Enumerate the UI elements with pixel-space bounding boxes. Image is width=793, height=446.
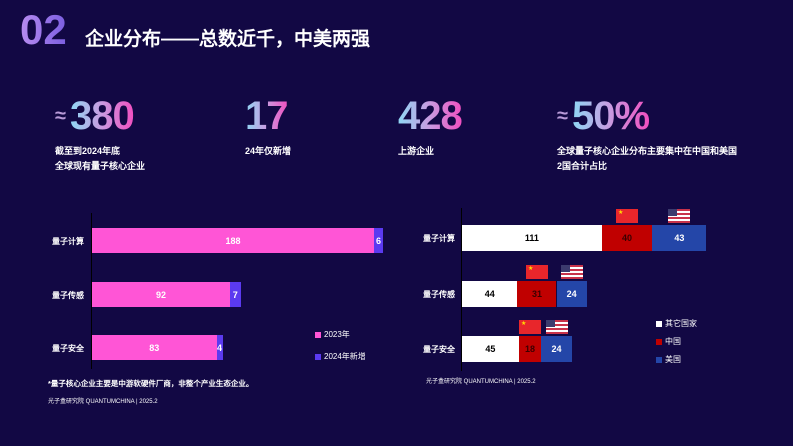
- legend-swatch: [656, 338, 662, 345]
- stat-value: 428: [398, 93, 463, 138]
- bar-segment: 45: [462, 336, 519, 362]
- data-label: 24: [551, 344, 562, 354]
- china-flag-icon: ★: [616, 209, 639, 223]
- category-label: 量子传感: [52, 290, 84, 300]
- legend-item: 其它国家: [656, 318, 697, 329]
- data-label: 44: [484, 289, 495, 299]
- enterprise-growth-chart: 量子计算 188 6 量子传感 92 7 量子安全 83 4 2023年 2024年新增: [52, 213, 383, 369]
- category-label: 量子安全: [423, 345, 455, 354]
- bar-segment: 44: [462, 281, 518, 307]
- legend-item: 美国: [656, 354, 681, 365]
- data-label: 45: [485, 344, 496, 354]
- stat-1: 17 24年仅新增: [245, 92, 291, 159]
- footnote: *量子核心企业主要是中游软硬件厂商，非整个产业生态企业。: [48, 379, 254, 388]
- stat-desc: 24年仅新增: [245, 146, 292, 156]
- stat-desc: 2国合计占比: [557, 161, 608, 171]
- bar-segment: 43: [652, 225, 707, 251]
- legend-label: 美国: [665, 355, 681, 364]
- legend-swatch: [656, 320, 662, 327]
- legend-item: 2023年: [315, 329, 350, 340]
- category-label: 量子传感: [423, 290, 455, 299]
- legend-swatch: [315, 353, 321, 360]
- legend-item: 中国: [656, 336, 681, 347]
- bar-segment: 24: [541, 336, 572, 362]
- legend-label: 中国: [665, 337, 681, 346]
- category-label: 量子计算: [423, 234, 455, 243]
- stat-desc: 上游企业: [398, 146, 435, 156]
- source-right: 光子盒研究院 QUANTUMCHINA | 2025.2: [426, 379, 536, 385]
- bar-segment: 4: [216, 335, 223, 360]
- bar-segment: 188: [92, 228, 374, 253]
- bar-segment: 24: [556, 281, 587, 307]
- usa-flag-icon: [560, 265, 583, 279]
- bar-segment: 92: [92, 282, 230, 307]
- bar-segment: 111: [462, 225, 602, 251]
- legend-label: 2023年: [324, 330, 350, 339]
- bar-segment: 31: [517, 281, 557, 307]
- category-label: 量子计算: [52, 236, 84, 246]
- data-label: 24: [566, 289, 577, 299]
- stat-desc: 全球量子核心企业分布主要集中在中国和美国: [557, 146, 738, 156]
- data-label: 18: [525, 344, 536, 354]
- legend-swatch: [315, 331, 321, 338]
- data-label: 6: [375, 235, 381, 246]
- data-label: 92: [155, 289, 166, 300]
- category-label: 量子安全: [52, 343, 84, 353]
- legend-swatch: [656, 356, 662, 363]
- y-axis: [461, 208, 462, 371]
- china-flag-icon: ★: [519, 320, 542, 334]
- data-label: 188: [225, 235, 241, 246]
- data-label: 4: [216, 342, 222, 353]
- legend-label: 2024年新增: [324, 352, 366, 361]
- stat-2: 428 上游企业: [398, 92, 463, 159]
- data-label: 43: [674, 233, 685, 243]
- data-label: 7: [232, 289, 238, 300]
- approx-icon: ≈: [55, 104, 66, 127]
- bar-segment: 6: [374, 228, 383, 253]
- stat-value: 380: [69, 93, 135, 138]
- bar-segment: 40: [601, 225, 653, 251]
- china-flag-icon: ★: [525, 265, 548, 279]
- data-label: 40: [622, 233, 633, 243]
- stat-value: 50%: [571, 93, 650, 138]
- usa-flag-icon: [668, 209, 691, 223]
- stat-0: ≈380 截至到2024年底全球现有量子核心企业: [55, 92, 145, 174]
- approx-icon: ≈: [557, 104, 568, 127]
- stat-desc: 全球现有量子核心企业: [55, 161, 146, 171]
- stat-value: 17: [245, 93, 288, 138]
- legend-item: 2024年新增: [315, 351, 366, 362]
- bar-segment: 7: [230, 282, 241, 307]
- section-number: 02: [20, 6, 67, 53]
- data-label: 31: [531, 289, 542, 299]
- stat-desc: 截至到2024年底: [55, 146, 121, 156]
- data-label: 83: [149, 342, 160, 353]
- usa-flag-icon: [545, 320, 568, 334]
- page-title: 企业分布——总数近千，中美两强: [85, 29, 371, 50]
- legend-label: 其它国家: [665, 319, 697, 328]
- bar-segment: 18: [518, 336, 542, 362]
- y-axis: [91, 213, 92, 369]
- source-left: 光子盒研究院 QUANTUMCHINA | 2025.2: [48, 399, 158, 405]
- data-label: 111: [524, 233, 539, 243]
- stat-3: ≈50% 全球量子核心企业分布主要集中在中国和美国 2国合计占比: [557, 92, 737, 174]
- bar-segment: 83: [92, 335, 217, 360]
